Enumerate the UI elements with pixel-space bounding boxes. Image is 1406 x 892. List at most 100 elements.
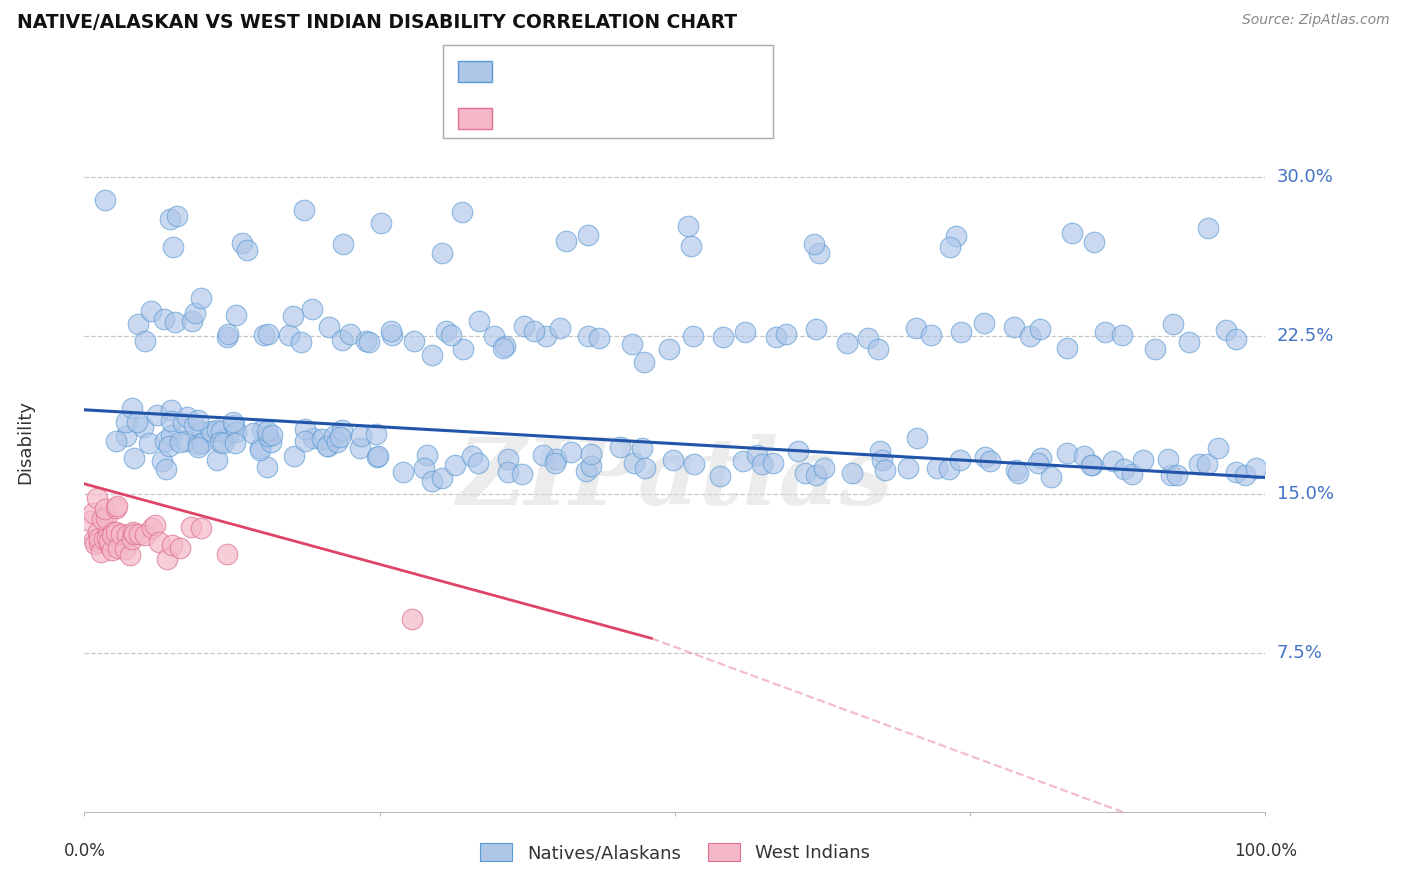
Point xyxy=(762,456,785,470)
Point xyxy=(242,426,264,441)
Point xyxy=(1225,465,1247,479)
Point xyxy=(302,431,325,445)
Point xyxy=(544,451,567,466)
Point xyxy=(121,401,143,416)
Point xyxy=(623,456,645,470)
Point xyxy=(190,291,212,305)
Point xyxy=(187,413,209,427)
Point xyxy=(191,435,214,450)
Point xyxy=(1144,343,1167,357)
Point xyxy=(544,456,567,470)
Point xyxy=(257,429,280,443)
Point xyxy=(1206,441,1229,455)
Point xyxy=(662,453,685,467)
Text: 15.0%: 15.0% xyxy=(1277,485,1333,503)
Point xyxy=(420,347,443,361)
Point xyxy=(121,532,143,546)
Point xyxy=(1094,325,1116,339)
Point xyxy=(496,465,519,479)
Point xyxy=(86,525,108,540)
Point xyxy=(217,428,239,442)
Text: -0.307: -0.307 xyxy=(536,109,600,127)
Point xyxy=(326,434,349,449)
Point xyxy=(709,469,731,483)
Point xyxy=(332,236,354,251)
Point xyxy=(222,418,245,433)
Text: N =: N = xyxy=(613,109,650,127)
Point xyxy=(162,240,184,254)
Point xyxy=(734,326,756,340)
Point xyxy=(391,465,413,479)
Point xyxy=(1081,458,1104,472)
Text: 0.0%: 0.0% xyxy=(63,842,105,860)
Point xyxy=(494,339,516,353)
Point xyxy=(461,449,484,463)
Point xyxy=(162,538,184,552)
Point xyxy=(733,453,755,467)
Point xyxy=(83,533,105,547)
Point xyxy=(316,439,339,453)
Text: ZIPatlas: ZIPatlas xyxy=(457,434,893,524)
Text: Disability: Disability xyxy=(17,400,34,483)
Point xyxy=(576,228,599,243)
Point xyxy=(94,510,117,524)
Point xyxy=(157,439,180,453)
Point xyxy=(682,329,704,343)
Point xyxy=(311,432,333,446)
Point xyxy=(181,314,204,328)
Point xyxy=(679,239,702,253)
Point xyxy=(172,416,194,430)
Point xyxy=(91,512,114,526)
Point xyxy=(115,528,138,542)
Point xyxy=(1244,461,1267,475)
Point xyxy=(367,449,389,463)
Point xyxy=(87,531,110,545)
Point xyxy=(620,336,643,351)
Point xyxy=(159,403,181,417)
Point xyxy=(366,450,388,464)
Point xyxy=(467,457,489,471)
Point xyxy=(804,468,827,483)
Point xyxy=(294,434,316,448)
Point xyxy=(609,440,631,454)
Point xyxy=(658,342,681,356)
Point xyxy=(294,422,316,436)
Text: Source: ZipAtlas.com: Source: ZipAtlas.com xyxy=(1241,13,1389,28)
Point xyxy=(1004,463,1026,477)
Point xyxy=(124,450,146,465)
Point xyxy=(134,334,156,348)
Point xyxy=(153,311,176,326)
Point xyxy=(212,436,235,450)
Point xyxy=(184,306,207,320)
Point xyxy=(224,436,246,450)
Point xyxy=(160,428,183,442)
Point xyxy=(897,461,920,475)
Point xyxy=(581,447,603,461)
Point xyxy=(401,612,423,626)
Point xyxy=(1178,334,1201,349)
Point xyxy=(166,209,188,223)
Point xyxy=(927,461,949,475)
Point xyxy=(939,240,962,254)
Point xyxy=(904,320,927,334)
Point xyxy=(253,328,276,343)
Point xyxy=(938,462,960,476)
Point xyxy=(191,425,214,439)
Point xyxy=(107,541,129,556)
Point xyxy=(974,450,997,465)
Point xyxy=(560,445,582,459)
Point xyxy=(155,434,177,449)
Point xyxy=(249,442,271,457)
Point xyxy=(536,329,558,343)
Text: NATIVE/ALASKAN VS WEST INDIAN DISABILITY CORRELATION CHART: NATIVE/ALASKAN VS WEST INDIAN DISABILITY… xyxy=(17,13,737,32)
Text: R =: R = xyxy=(502,109,538,127)
Point xyxy=(292,202,315,217)
Point xyxy=(1166,467,1188,482)
Text: N =: N = xyxy=(613,62,650,79)
Point xyxy=(1160,467,1182,482)
Point xyxy=(786,444,808,458)
Point xyxy=(101,524,124,539)
Point xyxy=(1234,467,1257,482)
Point xyxy=(104,501,127,516)
Point xyxy=(366,426,388,441)
